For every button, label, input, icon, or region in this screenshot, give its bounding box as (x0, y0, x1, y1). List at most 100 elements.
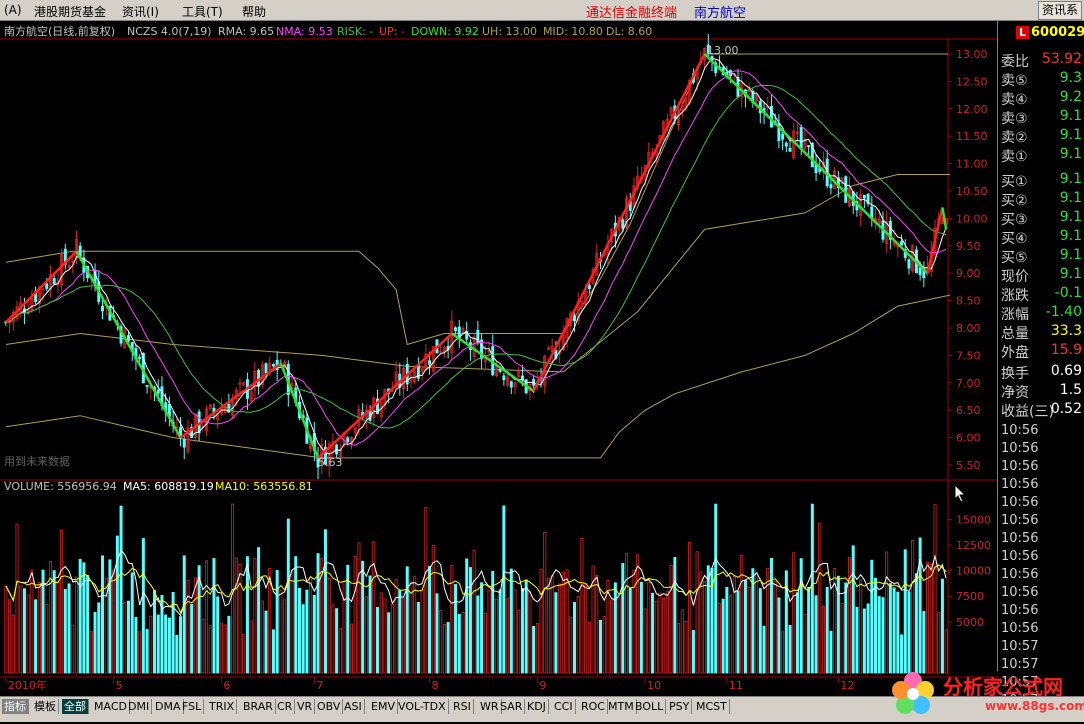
kline-chart[interactable]: 13.00 12.50 12.00 11.50 11.00 10.50 10.00 9.50 9… (0, 21, 997, 696)
volume-bar (249, 620, 253, 674)
price-tick-label: 9.00 (956, 267, 981, 280)
menu-item-help[interactable]: 帮助 (242, 5, 267, 19)
volume-bar (480, 582, 484, 674)
menu-item-tools[interactable]: 工具(T) (182, 5, 223, 19)
volume-value: VOLUME: 556956.94 (4, 480, 117, 493)
volume-bar (914, 573, 918, 674)
volume-bar (862, 608, 866, 674)
tab-[interactable]: 全部 (62, 699, 89, 714)
zigzag-up-segment (532, 53, 706, 392)
candle-body (127, 335, 131, 342)
volume-bar (840, 603, 844, 674)
quote-label: 涨跌 (1001, 288, 1029, 304)
menu-item-news[interactable]: 资讯(I) (122, 5, 159, 19)
candle-body (242, 382, 246, 385)
candle-body (376, 398, 380, 414)
candle-body (829, 184, 833, 189)
zigzag-up-segment (179, 362, 282, 439)
volume-bar (283, 599, 287, 674)
volume-tick-label: 12500 (956, 539, 991, 552)
tab-[interactable]: 模板 (32, 699, 59, 714)
volume-bar (625, 553, 629, 674)
candle-body (799, 127, 803, 149)
quote-value: 9.1 (1059, 228, 1082, 244)
mid-band-line (5, 174, 950, 373)
volume-bar (784, 570, 788, 674)
volume-bar (558, 583, 562, 674)
volume-bar (691, 630, 695, 674)
volume-bar (271, 629, 275, 674)
stock-code-row[interactable]: L 600029 (998, 24, 1084, 43)
tab-dmi[interactable]: DMI (126, 699, 153, 714)
tab-wr[interactable]: WR (478, 699, 502, 714)
volume-bar (639, 581, 643, 674)
tab-roc[interactable]: ROC (579, 699, 608, 714)
zigzag-up-segment (317, 332, 453, 459)
tab-kdj[interactable]: KDJ (525, 699, 549, 714)
candle-body (182, 438, 186, 448)
volume-bar (829, 630, 833, 674)
candle-body (472, 336, 476, 357)
quote-label: 卖① (1001, 149, 1028, 165)
volume-bar (48, 560, 52, 674)
volume-bar (613, 582, 617, 674)
tab-fsl[interactable]: FSL (180, 699, 205, 714)
quote-row: 净资 1.5 (998, 382, 1084, 401)
logo-title: 分析家公式网 (943, 675, 1063, 699)
volume-bar (179, 616, 183, 674)
tab-brar[interactable]: BRAR (241, 699, 276, 714)
volume-bar (654, 600, 658, 674)
volume-bar (814, 595, 818, 674)
tab-cr[interactable]: CR (275, 699, 296, 714)
risk-value: RISK: - (337, 25, 373, 38)
tab-psy[interactable]: PSY (667, 699, 693, 714)
volume-bar (766, 567, 770, 674)
tab-rsi[interactable]: RSI (451, 699, 474, 714)
tab-voltdx[interactable]: VOL-TDX (396, 699, 449, 714)
news-system-button[interactable]: 资讯系 (1037, 1, 1082, 20)
tab-asi[interactable]: ASI (342, 699, 365, 714)
candle-body (587, 284, 591, 289)
price-tick-label: 7.00 (956, 377, 981, 390)
volume-bar (944, 629, 948, 674)
tab-obv[interactable]: OBV (315, 699, 344, 714)
tab-boll[interactable]: BOLL (633, 699, 667, 714)
volume-bar (409, 581, 413, 674)
quote-label: 外盘 (1001, 345, 1029, 361)
volume-bar (900, 634, 904, 674)
volume-bar (807, 586, 811, 674)
tab-macd[interactable]: MACD (92, 699, 130, 714)
quote-row: 买② 9.1 (998, 190, 1084, 209)
volume-bar (301, 604, 305, 674)
menu-item-a[interactable]: (A) (4, 3, 22, 17)
price-tick-label: 12.50 (956, 75, 988, 88)
volume-bar (253, 558, 257, 674)
quote-row: 买③ 9.1 (998, 209, 1084, 228)
tick-time: 10:56 (1001, 459, 1039, 474)
quote-row: 卖④ 9.2 (998, 89, 1084, 108)
tab-trix[interactable]: TRIX (207, 699, 238, 714)
volume-bar (892, 587, 896, 674)
menu-item-hk-futures[interactable]: 港股期货基金 (34, 5, 107, 19)
tab-emv[interactable]: EMV (369, 699, 398, 714)
candle-body (810, 142, 814, 168)
lower-band-line (5, 294, 951, 459)
candle-body (669, 107, 673, 117)
quote-row: 收益(三) 0.52 (998, 401, 1084, 420)
candle-body (454, 327, 458, 331)
volume-ma10-line (5, 564, 947, 614)
price-tick-label: 13.00 (956, 48, 988, 61)
tab-sar[interactable]: SAR (498, 699, 526, 714)
volume-bar (717, 603, 721, 674)
candle-body (145, 384, 149, 387)
candle-body (680, 104, 684, 112)
tab-mcst[interactable]: MCST (694, 699, 730, 714)
tab-mtm[interactable]: MTM (606, 699, 637, 714)
tab-dma[interactable]: DMA (153, 699, 184, 714)
tab-cci[interactable]: CCI (552, 699, 576, 714)
volume-bar (138, 631, 142, 674)
volume-bar (821, 606, 825, 674)
tab-[interactable]: 指标 (2, 699, 29, 714)
tab-vr[interactable]: VR (295, 699, 316, 714)
volume-bar (260, 600, 264, 674)
